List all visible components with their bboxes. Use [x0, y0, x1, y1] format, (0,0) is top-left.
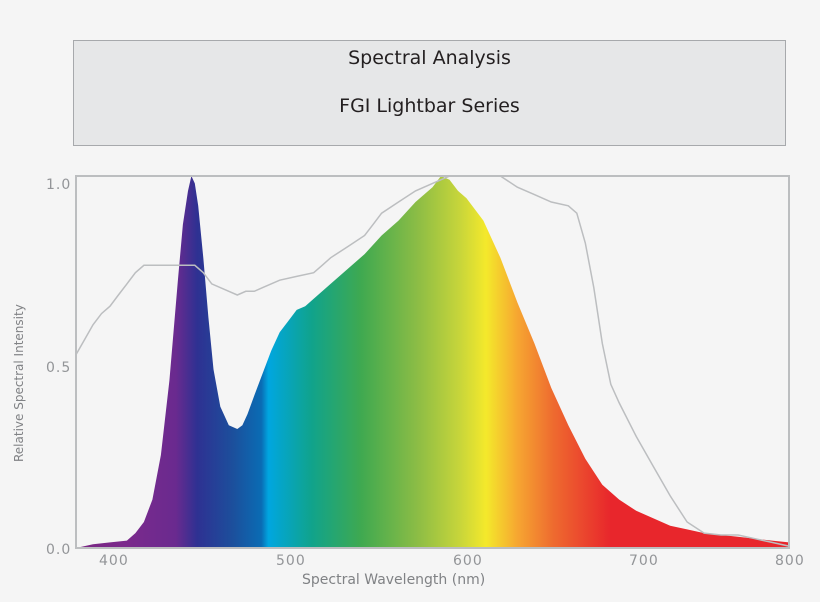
x-axis-label: Spectral Wavelength (nm) — [302, 572, 485, 588]
y-tick: 0.5 — [46, 360, 71, 376]
y-tick: 0.0 — [46, 542, 71, 558]
y-axis-label: Relative Spectral Intensity — [12, 304, 26, 462]
x-tick: 600 — [453, 553, 483, 569]
chart-subtitle: FGI Lightbar Series — [339, 95, 520, 117]
chart-title: Spectral Analysis — [348, 47, 511, 69]
x-tick: 400 — [99, 553, 129, 569]
y-tick: 1.0 — [46, 177, 71, 193]
x-axis: 400 500 600 700 800 Spectral Wavelength … — [99, 553, 805, 588]
plot-area — [75, 175, 790, 549]
title-box: Spectral Analysis FGI Lightbar Series — [73, 40, 786, 146]
y-axis: 1.0 0.5 0.0 Relative Spectral Intensity — [12, 177, 71, 558]
x-tick: 700 — [629, 553, 659, 569]
x-tick: 800 — [775, 553, 805, 569]
x-tick: 500 — [276, 553, 306, 569]
spectrum-area — [76, 176, 789, 548]
reference-line — [75, 175, 790, 547]
axis-frame — [75, 175, 790, 549]
